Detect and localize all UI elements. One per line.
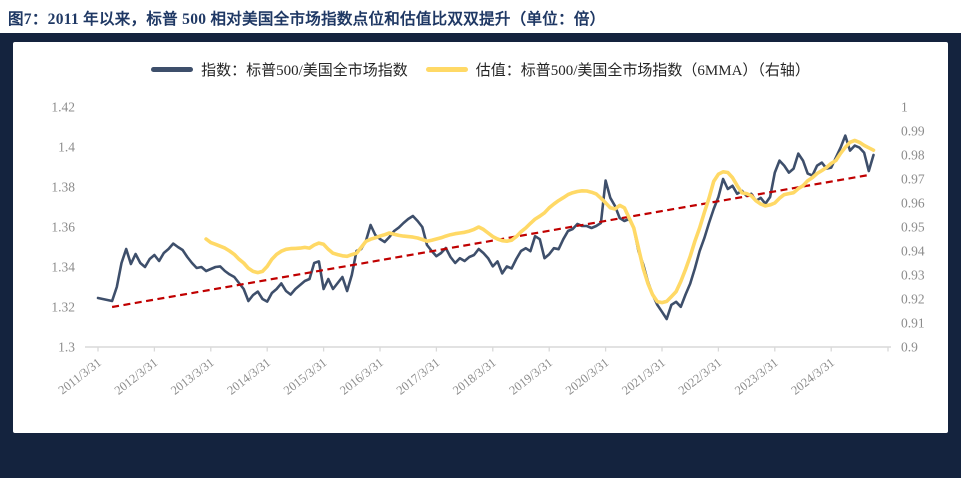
svg-text:2011/3/31: 2011/3/31 xyxy=(56,355,104,397)
svg-text:0.94: 0.94 xyxy=(901,244,925,259)
svg-text:1.38: 1.38 xyxy=(51,180,75,195)
svg-text:1: 1 xyxy=(901,100,908,115)
svg-text:1.42: 1.42 xyxy=(51,100,75,115)
svg-text:0.93: 0.93 xyxy=(901,268,925,283)
svg-text:2021/3/31: 2021/3/31 xyxy=(619,355,668,397)
svg-text:0.98: 0.98 xyxy=(901,148,925,163)
chart-frame: 2011/3/31 2012/3/31 2013/3/31 2014/3/31 2015… xyxy=(0,33,961,478)
figure-title: 图7：2011 年以来，标普 500 相对美国全市场指数点位和估值比双双提升（单… xyxy=(8,10,606,28)
legend-item-index: 指数：标普500/美国全市场指数 xyxy=(151,59,408,80)
svg-text:2020/3/31: 2020/3/31 xyxy=(563,355,612,397)
svg-text:1.3: 1.3 xyxy=(58,340,75,355)
svg-text:2019/3/31: 2019/3/31 xyxy=(506,355,555,397)
chart-legend: 指数：标普500/美国全市场指数 估值：标普500/美国全市场指数（6MMA）（… xyxy=(13,59,948,80)
svg-text:0.9: 0.9 xyxy=(901,340,918,355)
svg-text:2017/3/31: 2017/3/31 xyxy=(394,355,443,397)
svg-text:0.92: 0.92 xyxy=(901,292,925,307)
svg-text:2024/3/31: 2024/3/31 xyxy=(788,355,837,397)
svg-text:2015/3/31: 2015/3/31 xyxy=(281,355,330,397)
svg-text:1.36: 1.36 xyxy=(51,220,75,235)
svg-text:2013/3/31: 2013/3/31 xyxy=(168,355,217,397)
legend-item-valuation: 估值：标普500/美国全市场指数（6MMA）（右轴） xyxy=(425,59,810,80)
svg-text:0.95: 0.95 xyxy=(901,220,925,235)
svg-text:1.4: 1.4 xyxy=(58,140,75,155)
legend-swatch-valuation-line xyxy=(425,67,468,72)
chart-panel: 2011/3/31 2012/3/31 2013/3/31 2014/3/31 2015… xyxy=(13,42,948,433)
legend-label-valuation: 估值：标普500/美国全市场指数（6MMA）（右轴） xyxy=(475,63,810,79)
legend-swatch-index-line xyxy=(151,67,194,72)
svg-text:2023/3/31: 2023/3/31 xyxy=(732,355,781,397)
svg-text:2022/3/31: 2022/3/31 xyxy=(676,355,725,397)
svg-text:2012/3/31: 2012/3/31 xyxy=(112,355,161,397)
svg-text:1.32: 1.32 xyxy=(51,300,75,315)
figure-title-bar: 图7：2011 年以来，标普 500 相对美国全市场指数点位和估值比双双提升（单… xyxy=(0,0,961,33)
svg-text:0.99: 0.99 xyxy=(901,124,925,139)
legend-label-index: 指数：标普500/美国全市场指数 xyxy=(201,63,408,79)
svg-text:2016/3/31: 2016/3/31 xyxy=(337,355,386,397)
chart-svg: 2011/3/31 2012/3/31 2013/3/31 2014/3/31 2015… xyxy=(51,100,925,398)
svg-text:0.96: 0.96 xyxy=(901,196,925,211)
svg-text:1.34: 1.34 xyxy=(51,260,75,275)
svg-text:0.97: 0.97 xyxy=(901,172,925,187)
svg-text:2018/3/31: 2018/3/31 xyxy=(450,355,499,397)
svg-text:0.91: 0.91 xyxy=(901,316,925,331)
svg-text:2014/3/31: 2014/3/31 xyxy=(224,355,273,397)
